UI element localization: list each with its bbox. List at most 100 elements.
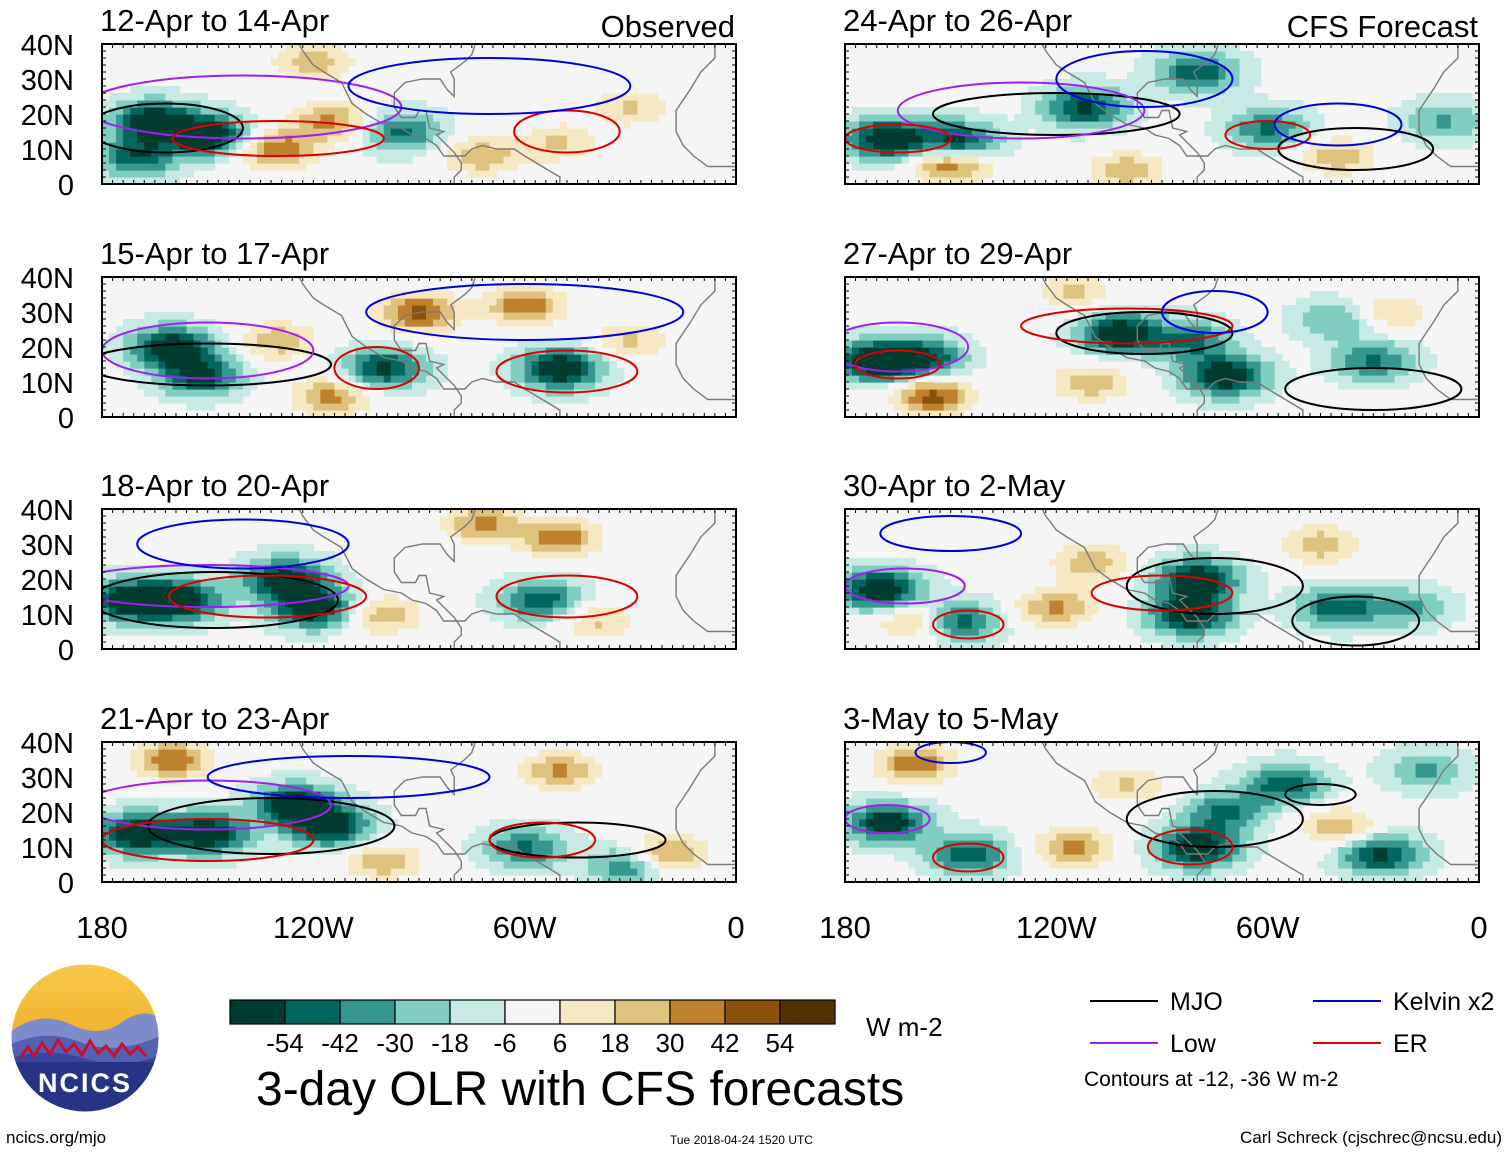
- olr-cell: [447, 128, 455, 136]
- olr-cell: [1169, 163, 1177, 171]
- olr-cell: [242, 593, 251, 601]
- olr-cell: [517, 326, 526, 334]
- olr-cell: [503, 861, 512, 869]
- olr-cell: [320, 382, 329, 390]
- olr-cell: [193, 565, 202, 573]
- olr-cell: [193, 93, 202, 101]
- olr-cell: [257, 375, 265, 383]
- olr-cell: [123, 749, 131, 757]
- olr-cell: [320, 784, 329, 792]
- olr-cell: [609, 128, 617, 136]
- olr-cell: [644, 319, 653, 327]
- olr-cell: [200, 354, 209, 362]
- olr-cell: [172, 163, 181, 171]
- olr-cell: [419, 312, 427, 320]
- olr-cell: [559, 607, 568, 615]
- olr-cell: [574, 319, 582, 327]
- olr-cell: [172, 749, 181, 757]
- olr-cell: [299, 65, 307, 73]
- olr-cell: [714, 854, 723, 862]
- olr-cell: [929, 170, 938, 178]
- olr-cell: [144, 382, 152, 390]
- olr-cell: [235, 579, 244, 587]
- olr-cell: [454, 509, 462, 517]
- olr-cell: [320, 156, 329, 164]
- olr-cell: [165, 826, 174, 834]
- olr-cell: [602, 749, 610, 757]
- olr-cell: [1077, 100, 1086, 108]
- olr-cell: [271, 784, 279, 792]
- olr-cell: [249, 347, 258, 355]
- olr-cell: [130, 833, 138, 841]
- olr-cell: [644, 312, 653, 320]
- olr-cell: [1147, 170, 1156, 178]
- olr-cell: [412, 861, 420, 869]
- olr-cell: [609, 340, 617, 348]
- olr-cell: [158, 319, 167, 327]
- olr-cell: [419, 375, 427, 383]
- olr-cell: [207, 861, 216, 869]
- olr-cell: [383, 389, 392, 397]
- olr-cell: [264, 51, 272, 59]
- olr-cell: [1049, 93, 1057, 101]
- olr-cell: [257, 819, 265, 827]
- olr-cell: [306, 558, 314, 566]
- olr-cell: [151, 607, 159, 615]
- olr-cell: [376, 305, 385, 313]
- olr-cell: [278, 65, 286, 73]
- olr-cell: [644, 114, 653, 122]
- olr-cell: [1133, 72, 1142, 80]
- olr-cell: [461, 530, 469, 538]
- olr-cell: [433, 170, 441, 178]
- olr-cell: [341, 361, 350, 369]
- olr-cell: [531, 319, 540, 327]
- olr-cell: [193, 763, 202, 771]
- olr-cell: [306, 544, 314, 552]
- olr-cell: [186, 861, 195, 869]
- olr-cell: [489, 368, 498, 376]
- olr-cell: [412, 635, 420, 643]
- olr-cell: [602, 121, 610, 129]
- olr-cell: [383, 291, 392, 299]
- olr-cell: [630, 79, 638, 87]
- olr-cell: [292, 635, 300, 643]
- olr-cell: [369, 354, 378, 362]
- olr-cell: [158, 93, 167, 101]
- olr-cell: [524, 777, 533, 785]
- olr-cell: [524, 375, 533, 383]
- olr-cell: [144, 861, 152, 869]
- olr-cell: [468, 847, 476, 855]
- olr-cell: [545, 523, 554, 531]
- olr-cell: [454, 530, 462, 538]
- olr-cell: [172, 368, 181, 376]
- olr-cell: [616, 763, 624, 771]
- olr-cell: [278, 368, 286, 376]
- olr-cell: [419, 284, 427, 292]
- y-tick-label: 40N: [21, 263, 74, 295]
- olr-cell: [200, 572, 209, 580]
- olr-cell: [1232, 79, 1241, 87]
- olr-cell: [369, 326, 378, 334]
- olr-cell: [299, 86, 307, 94]
- olr-cell: [1197, 100, 1205, 108]
- olr-cell: [475, 516, 484, 524]
- olr-cell: [299, 340, 307, 348]
- olr-cell: [644, 854, 653, 862]
- olr-cell: [249, 833, 258, 841]
- olr-cell: [602, 763, 610, 771]
- olr-cell: [545, 586, 554, 594]
- olr-cell: [235, 600, 244, 608]
- olr-cell: [362, 375, 371, 383]
- olr-cell: [602, 770, 610, 778]
- olr-cell: [475, 509, 484, 517]
- olr-cell: [1190, 86, 1198, 94]
- olr-cell: [679, 833, 688, 841]
- olr-cell: [1070, 100, 1079, 108]
- olr-cell: [1056, 128, 1064, 136]
- olr-cell: [665, 121, 674, 129]
- olr-cell: [285, 312, 293, 320]
- olr-cell: [623, 868, 631, 876]
- olr-cell: [271, 607, 279, 615]
- olr-cell: [271, 593, 279, 601]
- olr-cell: [609, 600, 617, 608]
